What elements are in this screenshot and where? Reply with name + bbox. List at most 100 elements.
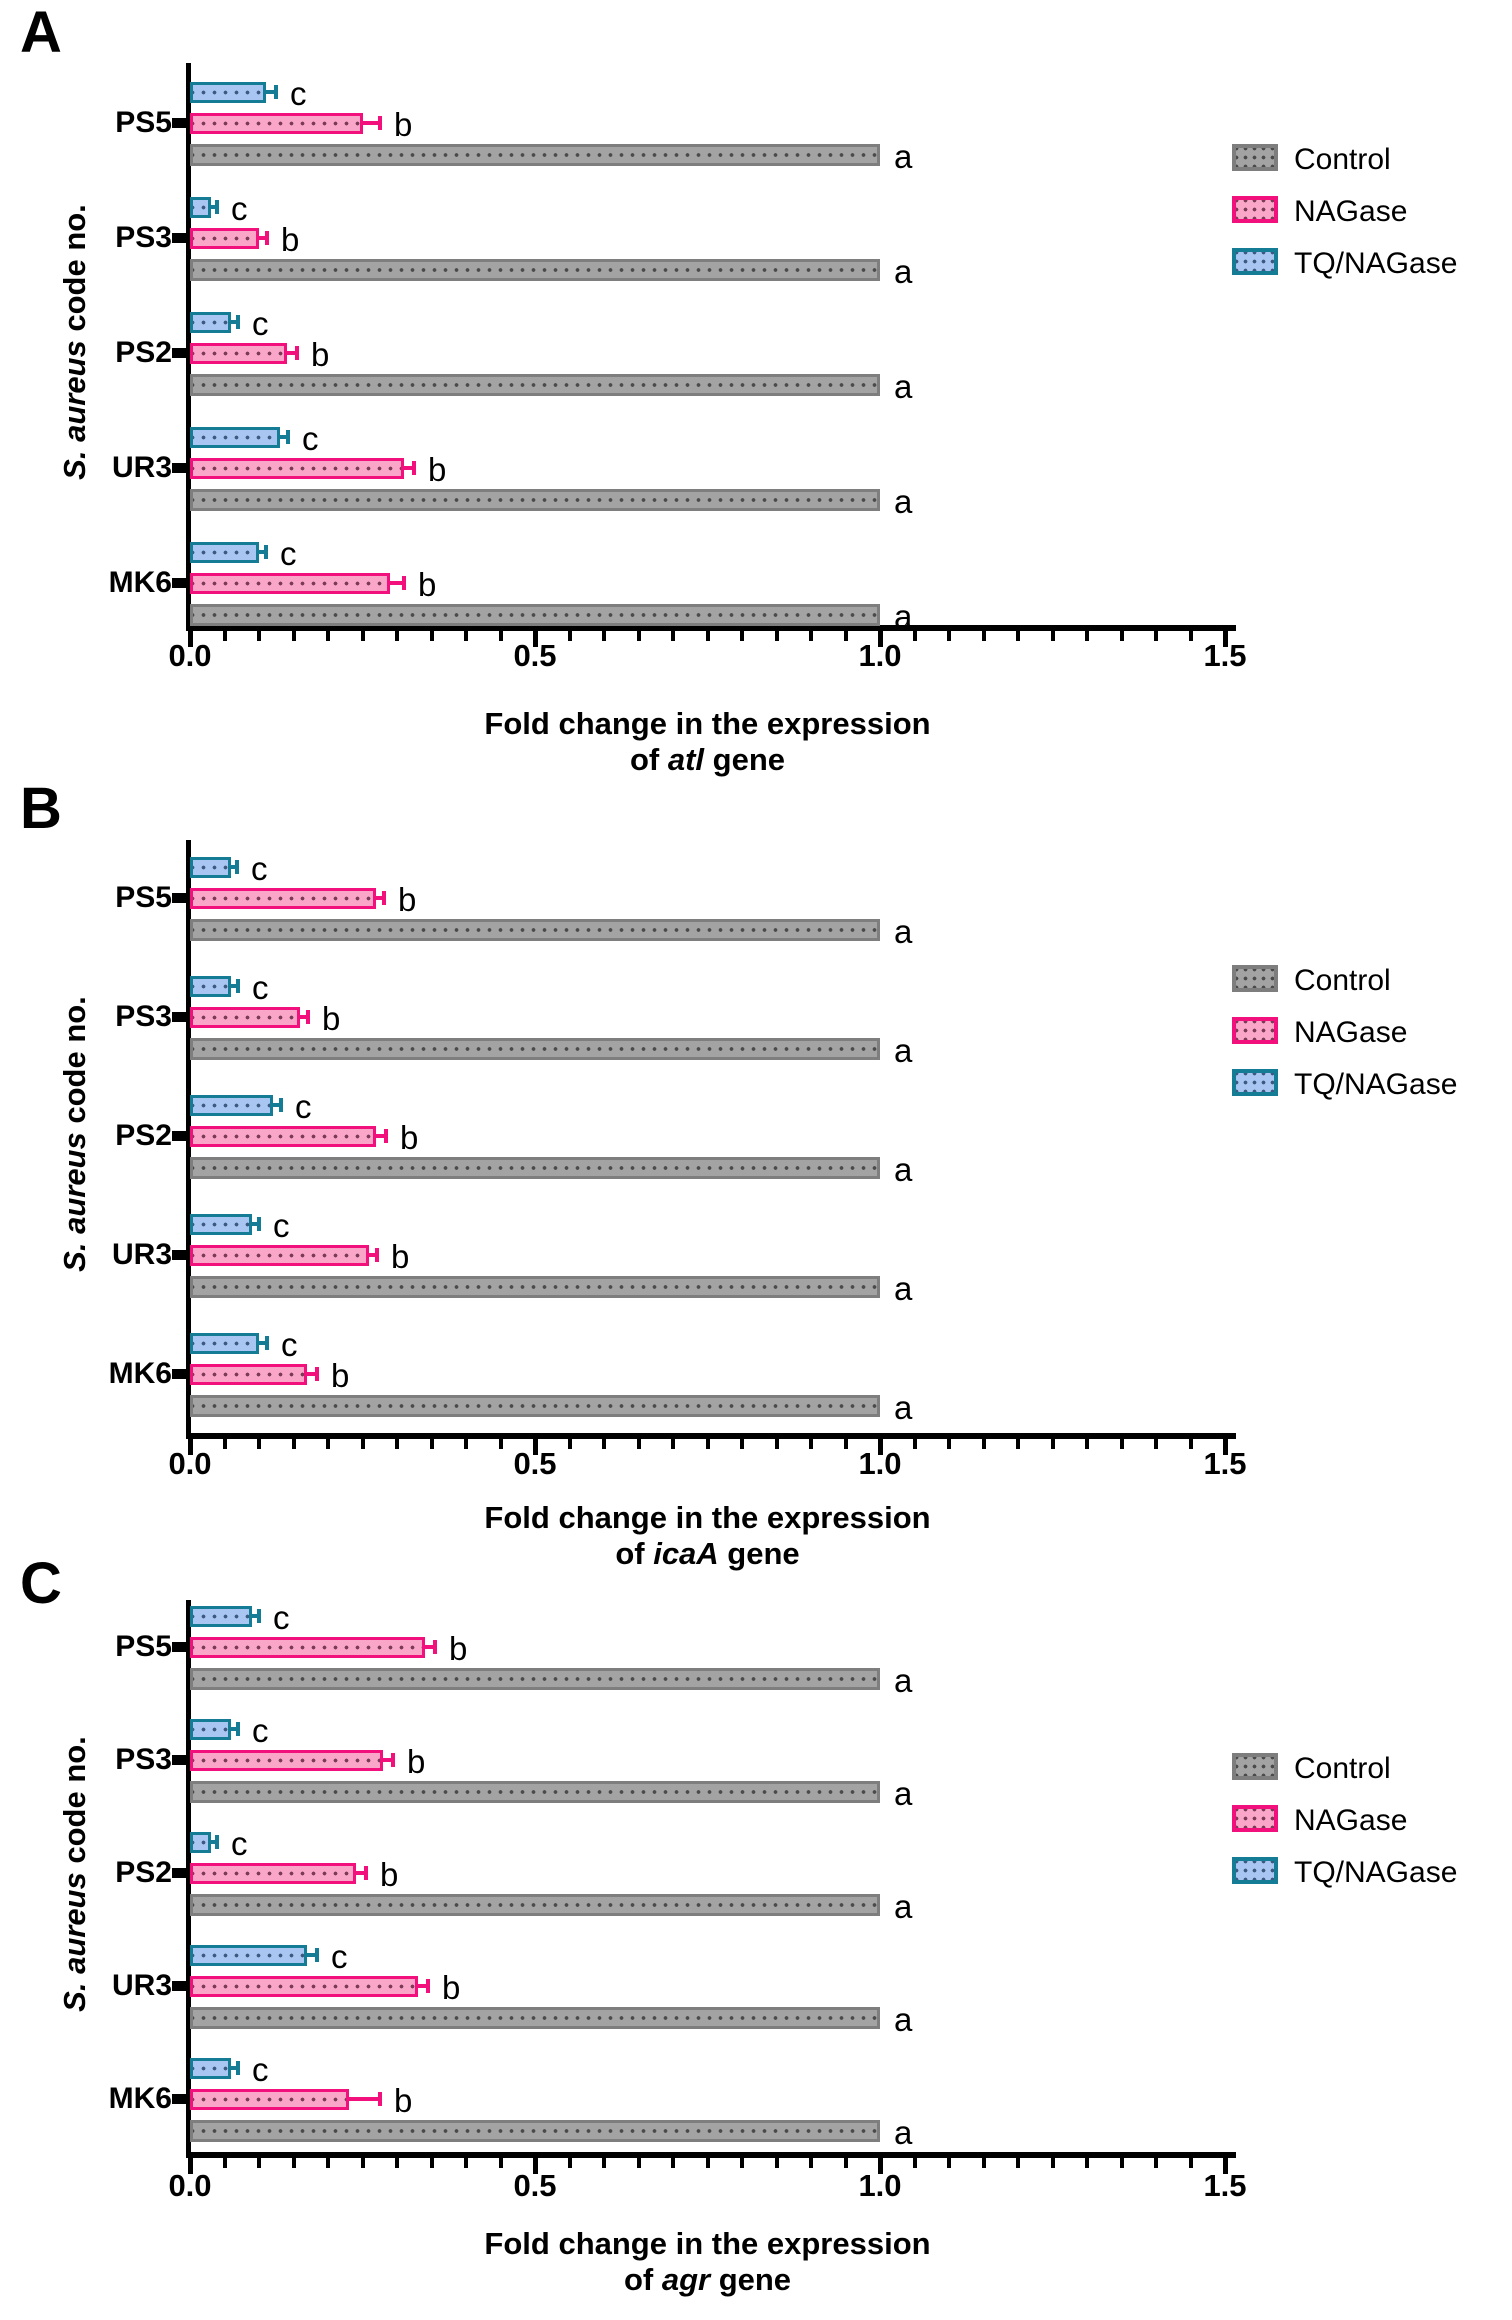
bar-tq-ps5 [190,856,231,878]
significance-letter-b: b [311,336,330,373]
x-tick-label: 1.0 [858,1446,902,1481]
bar-control-ps3 [190,259,880,281]
x-minor-tick [912,2158,917,2168]
x-minor-tick [1188,1439,1193,1449]
x-minor-tick [567,2158,572,2168]
x-major-tick [187,1439,193,1455]
x-tick-label: 0.0 [168,638,212,673]
x-minor-tick [705,2158,710,2168]
x-minor-tick [429,2158,434,2168]
significance-letter-a: a [894,1662,913,1699]
x-minor-tick [498,631,503,641]
x-minor-tick [1016,631,1020,641]
significance-letter-b: b [391,1238,410,1275]
panel-letter-c: C [20,1551,62,1616]
error-bar-tq [259,550,266,554]
error-bar-nagase [259,236,267,240]
error-bar-nagase [390,581,404,585]
x-minor-tick [498,1439,503,1449]
category-label-ps5: PS5 [115,881,172,914]
error-bar-tq [231,320,238,324]
x-minor-tick [1050,1439,1055,1449]
significance-letter-a: a [894,368,913,405]
x-major-tick [187,2158,193,2174]
significance-letter-a: a [894,1270,913,1307]
bar-tq-ps2 [190,311,231,333]
category-tick [172,348,188,358]
panel-letter-b: B [20,776,62,841]
x-minor-tick [291,1439,296,1449]
legend-label-tq: TQ/NAGase [1294,247,1458,280]
x-minor-tick [360,2158,365,2168]
error-bar-nagase [376,896,384,900]
y-axis-line [186,63,191,631]
x-minor-tick [498,2158,503,2168]
significance-letter-b: b [428,451,447,488]
x-minor-tick [326,2158,330,2168]
significance-letter-c: c [331,1938,348,1975]
error-cap-nagase [384,1129,388,1143]
bar-nagase-ur3 [190,1975,418,1997]
error-bar-nagase [425,1645,435,1649]
bar-control-ps3 [190,1781,880,1803]
bar-tq-ps3 [190,975,231,997]
x-minor-tick [843,631,848,641]
error-cap-nagase [402,576,406,590]
x-minor-tick [395,1439,399,1449]
x-axis-title-line1: Fold change in the expression [484,2226,931,2261]
category-tick [172,1868,188,1878]
x-minor-tick [567,1439,572,1449]
bar-tq-mk6 [190,2057,231,2079]
significance-letter-a: a [894,598,913,635]
error-cap-nagase [426,1979,430,1993]
category-label-mk6: MK6 [108,566,172,599]
x-minor-tick [636,631,641,641]
significance-letter-a: a [894,253,913,290]
bar-tq-mk6 [190,541,259,563]
significance-letter-c: c [302,420,319,457]
bar-tq-ps3 [190,1718,231,1740]
error-cap-tq [235,860,239,874]
significance-letter-a: a [894,2001,913,2038]
significance-letter-c: c [273,1207,290,1244]
bar-control-ps2 [190,374,880,396]
category-label-ps2: PS2 [115,336,172,369]
significance-letter-c: c [251,850,268,887]
bar-nagase-ps3 [190,1749,383,1771]
x-minor-tick [947,631,951,641]
error-cap-nagase [412,461,416,475]
x-minor-tick [636,2158,641,2168]
category-tick [172,1131,188,1141]
significance-letter-b: b [281,221,300,258]
bar-nagase-ps3 [190,227,259,249]
error-cap-tq [236,2061,240,2075]
legend-swatch-nagase [1232,196,1278,223]
category-tick [172,463,188,473]
error-cap-nagase [378,116,382,130]
error-bar-tq [231,984,238,988]
x-minor-tick [222,2158,227,2168]
x-minor-tick [1154,2158,1158,2168]
x-major-tick [532,2158,538,2174]
x-minor-tick [774,631,779,641]
bar-control-ps5 [190,1668,880,1690]
error-cap-tq [236,1722,240,1736]
error-cap-nagase [295,346,299,360]
error-bar-tq [259,1341,267,1345]
significance-letter-b: b [380,1856,399,1893]
bar-control-mk6 [190,2120,880,2142]
x-minor-tick [602,1439,606,1449]
bar-tq-ur3 [190,1944,307,1966]
bar-control-ur3 [190,1276,880,1298]
error-cap-nagase [315,1367,319,1381]
bar-tq-ps3 [190,196,211,218]
legend-label-tq: TQ/NAGase [1294,1068,1458,1101]
error-bar-tq [211,1840,217,1844]
category-label-ps5: PS5 [115,1630,172,1663]
legend-label-nagase: NAGase [1294,195,1408,228]
x-minor-tick [1085,1439,1089,1449]
error-bar-nagase [300,1015,308,1019]
error-bar-tq [252,1222,259,1226]
category-label-ps5: PS5 [115,106,172,139]
significance-letter-b: b [407,1743,426,1780]
